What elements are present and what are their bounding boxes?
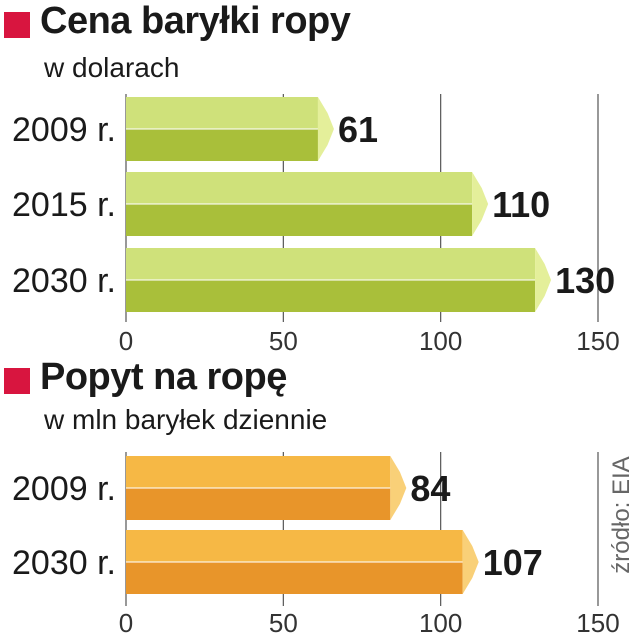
chart2-category-label: 2009 r. [12, 470, 116, 508]
chart2-tick-label: 0 [119, 608, 133, 638]
chart2-tick-label: 100 [419, 608, 462, 638]
chart2-bar-lower [126, 488, 391, 520]
chart2-bar [126, 456, 391, 488]
chart2-bar-cap [462, 530, 479, 594]
chart1-bar [126, 97, 318, 129]
chart2-bar [126, 530, 463, 562]
chart1-category-label: 2009 r. [12, 111, 116, 149]
chart2-title: Popyt na ropę [40, 356, 287, 398]
chart2-tick-label: 150 [576, 608, 619, 638]
chart1-bar-lower [126, 204, 473, 236]
chart1-bar-cap [535, 248, 552, 312]
chart1-bar-cap [317, 97, 334, 161]
chart1-marker [4, 12, 30, 38]
chart1-tick-label: 50 [269, 326, 298, 356]
chart2-bar-cap [390, 456, 407, 520]
chart1-value-label: 130 [555, 260, 615, 301]
chart2-marker [4, 368, 30, 394]
chart2-bar-lower [126, 562, 463, 594]
chart1-category-label: 2030 r. [12, 262, 116, 300]
chart2-tick-label: 50 [269, 608, 298, 638]
chart1-title: Cena baryłki ropy [40, 0, 351, 42]
chart2-value-label: 107 [483, 542, 543, 583]
chart1-bar-lower [126, 129, 318, 161]
chart1-bar [126, 248, 536, 280]
chart1-subtitle: w dolarach [44, 52, 180, 83]
chart2-subtitle: w mln baryłek dziennie [44, 404, 328, 435]
chart1-tick-label: 150 [576, 326, 619, 356]
chart1-value-label: 61 [338, 109, 378, 150]
chart1-tick-label: 0 [119, 326, 133, 356]
chart2-value-label: 84 [410, 468, 450, 509]
chart1-bar-lower [126, 280, 536, 312]
chart1-value-label: 110 [492, 184, 550, 225]
chart1-category-label: 2015 r. [12, 186, 116, 224]
chart1-bar-cap [472, 172, 489, 236]
chart1-tick-label: 100 [419, 326, 462, 356]
chart2-category-label: 2030 r. [12, 544, 116, 582]
chart1-bar [126, 172, 473, 204]
